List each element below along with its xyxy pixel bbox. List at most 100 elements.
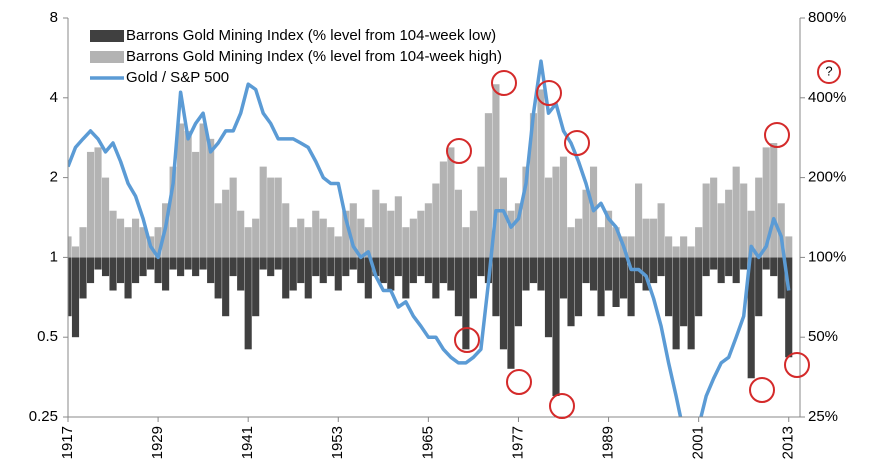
- bar: [252, 257, 260, 317]
- plot-clip: [68, 59, 793, 417]
- bar: [94, 147, 102, 258]
- bar: [522, 257, 530, 291]
- bar: [447, 257, 455, 291]
- bar: [484, 113, 492, 258]
- bar: [237, 257, 245, 291]
- bar: [492, 84, 500, 258]
- bar: [612, 227, 620, 258]
- bar: [620, 257, 628, 299]
- y-tick-label: 4: [50, 89, 58, 106]
- bar: [319, 218, 327, 258]
- bar: [297, 257, 305, 284]
- bar: [507, 257, 515, 369]
- bar: [454, 257, 462, 317]
- bar: [199, 123, 207, 258]
- bar: [304, 257, 312, 299]
- bar: [364, 227, 372, 258]
- bar: [289, 257, 297, 291]
- bar: [469, 210, 477, 258]
- bar: [582, 189, 590, 258]
- bar: [192, 257, 200, 277]
- circle: [749, 377, 775, 403]
- bar: [552, 257, 560, 397]
- bar: [177, 123, 185, 258]
- bar: [334, 236, 342, 258]
- bar: [650, 257, 658, 284]
- bar: [402, 227, 410, 258]
- y2-tick-label: 800%: [808, 9, 846, 26]
- bar: [132, 218, 140, 258]
- bar: [79, 227, 87, 258]
- bar: [717, 257, 725, 284]
- bar: [695, 257, 703, 317]
- bar: [552, 166, 560, 258]
- y2-tick-label: 100%: [808, 248, 846, 265]
- bar: [762, 147, 770, 258]
- legend-swatch: [90, 30, 124, 42]
- bar: [695, 227, 703, 258]
- bar: [665, 236, 673, 258]
- bar: [319, 257, 327, 284]
- bar: [424, 203, 432, 258]
- bar: [454, 189, 462, 258]
- bar: [432, 183, 440, 258]
- legend-label: Gold / S&P 500: [126, 69, 229, 86]
- x-tick-label: 1965: [419, 426, 436, 459]
- bar: [507, 210, 515, 258]
- bar: [762, 257, 770, 270]
- bar: [680, 236, 688, 258]
- bar: [124, 227, 132, 258]
- bar: [169, 257, 177, 270]
- bar: [672, 246, 680, 258]
- bar: [86, 257, 95, 284]
- bar: [777, 203, 785, 258]
- bar: [740, 183, 748, 258]
- bar: [740, 257, 748, 270]
- bar: [650, 218, 658, 258]
- x-tick-label: 1917: [59, 426, 76, 459]
- bar: [192, 151, 200, 258]
- bar: [184, 130, 192, 258]
- bar: [394, 196, 402, 258]
- bar: [387, 257, 395, 291]
- bar: [207, 138, 215, 258]
- bar: [567, 257, 575, 327]
- annotations: ?: [446, 60, 841, 419]
- bar: [274, 257, 282, 270]
- bar: [147, 257, 155, 270]
- bar: [687, 257, 695, 350]
- bar: [559, 257, 568, 299]
- bar: [710, 257, 718, 270]
- bar: [222, 189, 230, 258]
- bar: [274, 177, 282, 258]
- legend-swatch: [90, 51, 124, 63]
- circle: [817, 60, 841, 84]
- bar: [282, 203, 290, 258]
- bar: [672, 257, 680, 350]
- bar: [604, 257, 613, 291]
- bar: [492, 257, 500, 317]
- bar: [537, 89, 545, 258]
- bar: [259, 166, 267, 258]
- x-tick-label: 1989: [600, 426, 617, 459]
- bar: [574, 257, 583, 317]
- bar: [559, 156, 568, 258]
- bar: [770, 143, 778, 258]
- bar: [702, 183, 710, 258]
- bar: [394, 257, 402, 277]
- bar: [680, 257, 688, 327]
- bar: [462, 227, 470, 258]
- bar: [402, 257, 410, 299]
- bar: [364, 257, 372, 299]
- bar: [94, 257, 102, 270]
- bar: [116, 257, 125, 284]
- bar: [514, 203, 523, 258]
- bar: [635, 183, 643, 258]
- circle: [491, 70, 517, 96]
- bar: [229, 177, 237, 258]
- bar: [79, 257, 87, 299]
- bar: [687, 246, 695, 258]
- bar: [597, 257, 605, 317]
- bar: [177, 257, 185, 277]
- bar: [732, 257, 740, 284]
